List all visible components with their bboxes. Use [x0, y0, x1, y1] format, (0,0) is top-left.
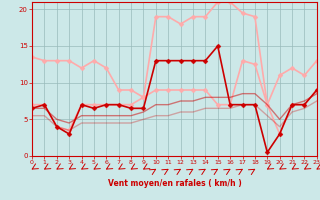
X-axis label: Vent moyen/en rafales ( km/h ): Vent moyen/en rafales ( km/h )	[108, 179, 241, 188]
